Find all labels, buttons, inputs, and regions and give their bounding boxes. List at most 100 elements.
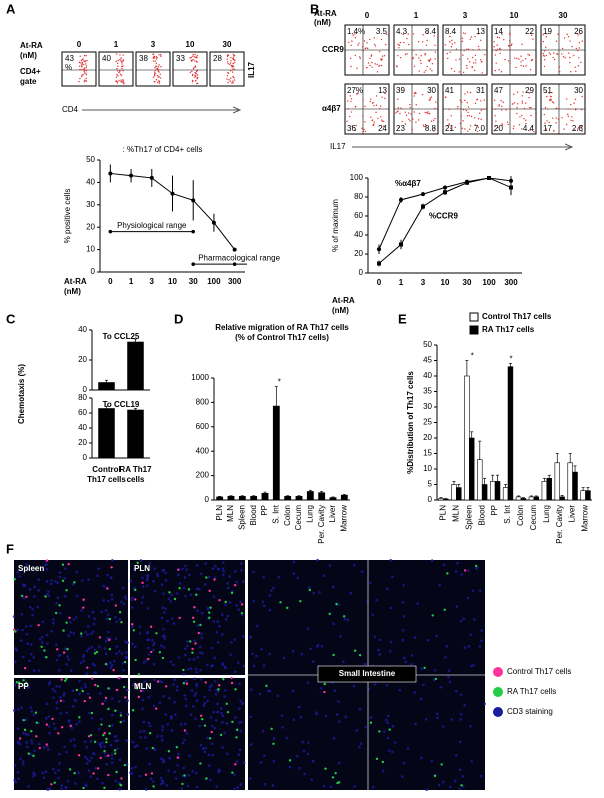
ra-cell (45, 656, 48, 659)
control-cell (23, 666, 27, 670)
dose: 10 (186, 40, 195, 49)
cd3-dot (456, 561, 459, 565)
flow-dot (85, 54, 87, 57)
cd3-dot (87, 578, 90, 581)
control-cell (177, 568, 180, 571)
cd3-dot (109, 666, 113, 669)
flow-dot (381, 58, 383, 60)
cd3-dot (389, 606, 393, 610)
flow-dot (118, 80, 120, 82)
flow-dot (424, 52, 427, 55)
flow-dot (415, 92, 417, 95)
cd3-dot (85, 672, 88, 675)
flow-dot (373, 37, 376, 39)
cd3-dot (75, 570, 79, 574)
flow-dot (410, 113, 412, 115)
flow-dot (522, 91, 524, 93)
y-tick-label: 200 (196, 471, 210, 480)
ra-cell (286, 606, 289, 610)
cd3-dot (262, 575, 265, 579)
cd3-dot (207, 575, 211, 579)
cd3-dot (185, 732, 189, 735)
cd3-dot (110, 753, 114, 756)
cd3-dot (60, 784, 64, 787)
flow-dot (493, 129, 495, 132)
flow-dot (462, 109, 465, 111)
flow-dot (194, 56, 196, 58)
flow-dot (419, 49, 422, 51)
cd3-dot (391, 575, 394, 579)
cd3-dot (233, 773, 236, 777)
x-tick-label: Colon (516, 505, 525, 526)
cd3-dot (32, 771, 35, 775)
bar (98, 408, 115, 459)
cd3-dot (240, 562, 243, 565)
cd3-dot (198, 724, 202, 728)
cd3-dot (47, 682, 51, 686)
ra-cell (235, 736, 238, 739)
ra-cell (203, 724, 207, 727)
flow-dot (120, 80, 122, 83)
cd3-dot (115, 620, 119, 624)
legend-label: CD3 staining (507, 707, 553, 716)
flow-dot (561, 117, 563, 119)
ra-cell (34, 711, 38, 714)
cd3-dot (125, 688, 129, 692)
cd3-dot (85, 762, 89, 765)
flow-dot (122, 80, 124, 82)
flow-dot (379, 108, 381, 110)
flow-dot (467, 111, 469, 114)
cd3-dot (133, 745, 137, 749)
flow-dot (426, 111, 428, 114)
flow-dot (444, 96, 447, 99)
cd3-dot (224, 618, 228, 621)
flow-dot (226, 58, 228, 60)
cd3-dot (96, 574, 99, 578)
flow-dot (480, 39, 482, 41)
flow-dot (477, 45, 480, 48)
cd3-dot (90, 646, 93, 649)
cd3-dot (120, 600, 123, 604)
flow-dot (153, 74, 156, 77)
flow-dot (350, 100, 352, 103)
cd3-dot (55, 706, 59, 710)
flow-dot (478, 48, 480, 51)
flow-dot (232, 75, 234, 78)
cd3-dot (280, 714, 284, 717)
cd3-dot (161, 606, 165, 609)
dose: 30 (223, 40, 232, 49)
ra-cell (225, 702, 228, 705)
flow-dot (510, 44, 513, 47)
cd3-dot (158, 701, 162, 705)
control-cell (51, 717, 54, 721)
control-cell (35, 735, 38, 738)
flow-dot (409, 120, 411, 122)
cd3-dot (401, 601, 405, 604)
flow-dot (402, 33, 404, 36)
cd3-dot (307, 741, 310, 744)
flow-dot (194, 60, 196, 62)
cd3-dot (146, 630, 150, 634)
flow-dot (232, 68, 234, 71)
y-tick-label: 40 (354, 230, 363, 239)
flow-dot (228, 79, 230, 81)
flow-dot (365, 47, 367, 49)
cd3-dot (162, 694, 165, 698)
flow-dot (194, 80, 197, 82)
cd3-dot (45, 633, 49, 637)
flow-dot (518, 124, 521, 126)
cd3-dot (262, 664, 266, 667)
cd3-dot (110, 761, 114, 765)
cd3-dot (152, 579, 155, 583)
cd3-dot (84, 685, 88, 689)
ra-cell (54, 611, 58, 615)
cd3-dot (141, 595, 145, 599)
cd3-dot (114, 616, 117, 619)
flow-dot (470, 36, 473, 38)
flow-dot (429, 98, 431, 101)
cd3-dot (420, 667, 423, 671)
flow-dot (544, 122, 546, 125)
flow-dot (396, 111, 398, 113)
flow-dot (196, 69, 199, 72)
cd3-dot (259, 761, 263, 764)
